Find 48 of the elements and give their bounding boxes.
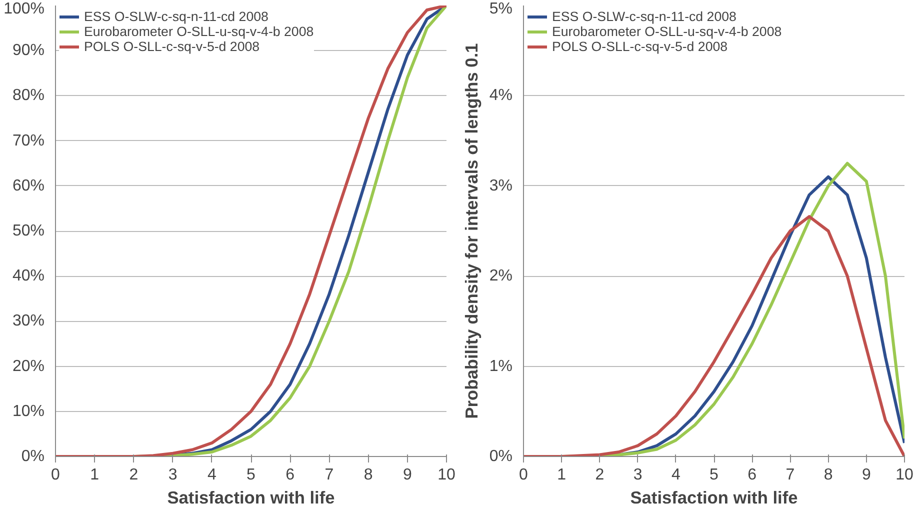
x-tick-label: 0 [51, 466, 60, 484]
x-tick-label: 10 [438, 466, 456, 484]
x-tick-label: 9 [402, 466, 412, 484]
x-tick-label: 6 [286, 466, 295, 484]
x-tick-label: 5 [710, 466, 719, 484]
x-tick-label: 2 [595, 466, 604, 484]
x-tick-label: 9 [862, 466, 871, 484]
legend-label: POLS O-SLL-c-sq-v-5-d 2008 [84, 39, 260, 54]
x-tick-label: 0 [519, 466, 528, 484]
x-tick-label: 4 [671, 466, 680, 484]
y-tick-label: 90% [12, 42, 45, 60]
y-tick-label: 3% [489, 177, 512, 194]
y-tick-label: 30% [12, 312, 45, 330]
y-tick-label: 60% [12, 177, 45, 194]
y-tick-label: 4% [489, 87, 512, 104]
y-tick-label: 50% [12, 222, 45, 240]
x-axis-title: Satisfaction with life [167, 488, 336, 508]
y-tick-label: 10% [12, 402, 45, 420]
y-axis-title: Probability density for intervals of lengths 0.1 [461, 42, 482, 419]
y-tick-label: 1% [489, 358, 512, 375]
x-tick-label: 5 [246, 466, 256, 484]
x-tick-label: 1 [90, 466, 100, 484]
y-tick-label: 70% [12, 132, 45, 150]
x-tick-label: 8 [364, 466, 373, 484]
legend-label: Eurobarometer O-SLL-u-sq-v-4-b 2008 [552, 24, 782, 39]
x-tick-label: 2 [129, 466, 138, 484]
y-tick-label: 80% [12, 87, 45, 104]
legend-label: ESS O-SLW-c-sq-n-11-cd 2008 [552, 9, 736, 24]
y-tick-label: 100% [4, 0, 44, 18]
x-tick-label: 7 [786, 466, 795, 484]
x-tick-label: 1 [557, 466, 566, 484]
x-tick-label: 8 [824, 466, 833, 484]
x-tick-label: 4 [207, 466, 216, 484]
y-tick-label: 2% [489, 268, 512, 285]
x-tick-label: 3 [168, 466, 178, 484]
x-tick-label: 3 [633, 466, 642, 484]
y-tick-label: 0% [489, 448, 512, 465]
legend-label: ESS O-SLW-c-sq-n-11-cd 2008 [84, 9, 268, 24]
y-tick-label: 20% [12, 358, 45, 375]
y-tick-label: 40% [12, 268, 45, 285]
legend-label: Eurobarometer O-SLL-u-sq-v-4-b 2008 [84, 24, 314, 39]
legend-label: POLS O-SLL-c-sq-v-5-d 2008 [552, 39, 728, 54]
x-tick-label: 10 [896, 466, 914, 484]
x-axis-title: Satisfaction with life [630, 488, 798, 508]
y-tick-label: 0% [21, 448, 44, 465]
y-tick-label: 5% [489, 0, 512, 18]
x-tick-label: 6 [748, 466, 757, 484]
x-tick-label: 7 [324, 466, 334, 484]
